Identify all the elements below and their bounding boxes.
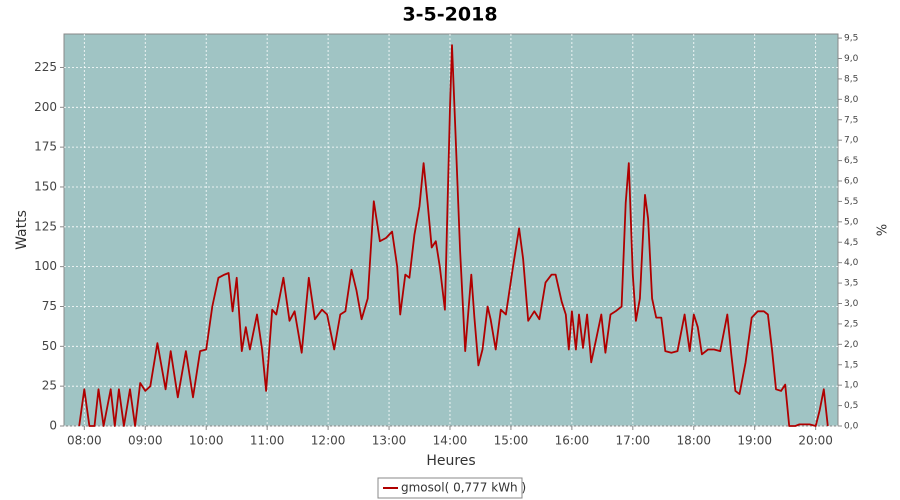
y-tick-label: 100 bbox=[34, 259, 57, 273]
x-tick-label: 09:00 bbox=[128, 434, 163, 448]
y-tick-label: 0 bbox=[49, 419, 57, 433]
y-tick-label: 200 bbox=[34, 100, 57, 114]
x-tick-label: 08:00 bbox=[67, 434, 102, 448]
y2-tick-label: 6,0 bbox=[844, 177, 859, 187]
y2-tick-label: 7,0 bbox=[844, 136, 859, 146]
x-tick-label: 18:00 bbox=[676, 434, 711, 448]
y2-tick-label: 2,5 bbox=[844, 319, 858, 329]
y2-tick-label: 4,5 bbox=[844, 238, 858, 248]
x-tick-label: 13:00 bbox=[372, 434, 407, 448]
legend bbox=[377, 477, 523, 499]
y2-tick-label: 5,0 bbox=[844, 217, 859, 227]
y2-tick-label: 9,5 bbox=[844, 34, 858, 44]
y2-tick-label: 2,0 bbox=[844, 340, 859, 350]
x-tick-label: 17:00 bbox=[616, 434, 651, 448]
y2-tick-label: 3,0 bbox=[844, 299, 859, 309]
y2-tick-label: 8,0 bbox=[844, 95, 859, 105]
y2-tick-label: 3,5 bbox=[844, 279, 858, 289]
y2-tick-label: 6,5 bbox=[844, 156, 858, 166]
x-tick-label: 14:00 bbox=[433, 434, 468, 448]
y2-tick-label: 4,0 bbox=[844, 258, 859, 268]
y-tick-label: 75 bbox=[42, 299, 57, 313]
y-tick-label: 175 bbox=[34, 140, 57, 154]
y-tick-label: 125 bbox=[34, 219, 57, 233]
y2-tick-label: 0,5 bbox=[844, 401, 858, 411]
y2-tick-label: 1,0 bbox=[844, 381, 859, 391]
y-tick-label: 225 bbox=[34, 60, 57, 74]
legend-label: gmosol( 0,777 kWh ) bbox=[401, 481, 526, 495]
y2-tick-label: 1,5 bbox=[844, 360, 858, 370]
y2-tick-label: 9,0 bbox=[844, 54, 859, 64]
y2-tick-label: 8,5 bbox=[844, 74, 858, 84]
x-tick-label: 15:00 bbox=[494, 434, 529, 448]
data-line bbox=[78, 44, 829, 427]
x-tick-label: 16:00 bbox=[555, 434, 590, 448]
x-tick-label: 11:00 bbox=[250, 434, 285, 448]
y2-tick-label: 5,5 bbox=[844, 197, 858, 207]
y2-tick-label: 7,5 bbox=[844, 115, 858, 125]
y-tick-label: 25 bbox=[42, 379, 57, 393]
y-axis-label: Watts bbox=[14, 210, 30, 250]
y-tick-label: 150 bbox=[34, 179, 57, 193]
y-tick-label: 50 bbox=[42, 339, 57, 353]
chart-title: 3-5-2018 bbox=[402, 4, 497, 26]
x-tick-label: 19:00 bbox=[737, 434, 772, 448]
x-tick-label: 10:00 bbox=[189, 434, 224, 448]
x-tick-label: 20:00 bbox=[798, 434, 833, 448]
y2-axis-label: % bbox=[873, 224, 888, 236]
x-axis-label: Heures bbox=[426, 453, 475, 469]
y2-tick-label: 0,0 bbox=[844, 422, 859, 432]
x-tick-label: 12:00 bbox=[311, 434, 346, 448]
